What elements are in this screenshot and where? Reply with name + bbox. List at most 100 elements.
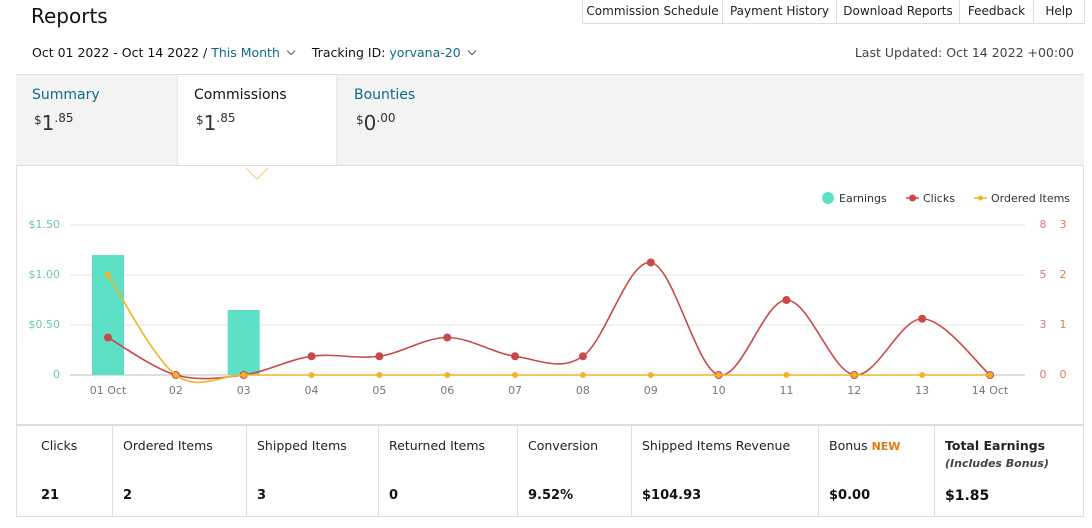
stat: Ordered Items 2 bbox=[113, 426, 247, 516]
point bbox=[579, 372, 586, 378]
tab[interactable]: Summary $1.85 bbox=[16, 75, 176, 167]
x-tick-label: 07 bbox=[508, 384, 522, 397]
x-tick-label: 08 bbox=[576, 384, 590, 397]
stat: Shipped Items Revenue $104.93 bbox=[632, 426, 819, 516]
tab-amount: $1.85 bbox=[196, 111, 235, 135]
x-tick-label: 12 bbox=[847, 384, 861, 397]
x-tick-label: 11 bbox=[779, 384, 793, 397]
legend-label: Earnings bbox=[839, 192, 887, 205]
stats-row: Clicks 21 Ordered Items 2 Shipped Items 3 R… bbox=[16, 425, 1084, 517]
stat-label: Conversion bbox=[528, 438, 599, 453]
point bbox=[308, 372, 315, 378]
point bbox=[104, 333, 112, 342]
date-range: Oct 01 2022 - Oct 14 2022 / bbox=[32, 45, 208, 60]
stat-value: 21 bbox=[41, 488, 60, 503]
stat-value: $104.93 bbox=[642, 488, 702, 503]
stat-label-text: Bonus bbox=[829, 438, 868, 453]
tick-label: 0 bbox=[53, 368, 60, 381]
stat-value: 9.52% bbox=[528, 488, 574, 503]
stat-label: Shipped Items Revenue bbox=[642, 438, 791, 453]
point bbox=[375, 352, 384, 361]
chart-frame bbox=[16, 165, 1084, 425]
nav-button[interactable]: Payment History bbox=[722, 0, 837, 24]
legend-swatch bbox=[822, 192, 834, 204]
bar bbox=[227, 310, 260, 375]
point bbox=[105, 272, 111, 278]
tick-label: $1.50 bbox=[29, 218, 61, 231]
x-tick-label: 04 bbox=[305, 384, 319, 397]
point bbox=[307, 352, 316, 361]
x-tick-label: 02 bbox=[169, 384, 183, 397]
tracking-label: Tracking ID: bbox=[311, 45, 386, 60]
legend-swatch bbox=[978, 195, 983, 201]
point bbox=[647, 372, 654, 378]
badge: NEW bbox=[871, 440, 901, 453]
point bbox=[240, 372, 247, 378]
tick-label: 1 bbox=[1060, 318, 1067, 331]
tick-label: 8 bbox=[1040, 218, 1047, 231]
tick-label: 0 bbox=[1040, 368, 1047, 381]
stat-value: 3 bbox=[257, 488, 267, 503]
whole: 0 bbox=[363, 111, 377, 135]
x-tick-label: 14 Oct bbox=[972, 384, 1009, 397]
stat-label: Shipped Items bbox=[257, 438, 347, 453]
point bbox=[511, 352, 520, 361]
currency: $ bbox=[196, 113, 204, 127]
tab-amount: $0.00 bbox=[356, 111, 395, 135]
point bbox=[578, 352, 587, 361]
point bbox=[172, 372, 179, 378]
tab-label: Summary bbox=[32, 87, 100, 103]
tab-pointer bbox=[245, 167, 269, 180]
stat-label: Returned Items bbox=[389, 438, 486, 453]
x-tick-label: 01 Oct bbox=[90, 384, 127, 397]
stat-value: 0 bbox=[389, 488, 399, 503]
period-select[interactable]: This Month bbox=[211, 45, 280, 60]
x-tick-label: 10 bbox=[712, 384, 726, 397]
tab-bar: Summary $1.85 Commissions $1.85 Bounties… bbox=[16, 74, 1084, 167]
x-tick-label: 13 bbox=[915, 384, 929, 397]
chevron bbox=[467, 46, 476, 56]
point bbox=[512, 372, 519, 378]
whole: 1 bbox=[41, 111, 55, 135]
legend-label: Ordered Items bbox=[991, 192, 1070, 205]
tab-active[interactable]: Commissions $1.85 bbox=[178, 75, 336, 167]
point bbox=[715, 372, 722, 378]
stat: Clicks 21 bbox=[17, 426, 113, 516]
stat-label: Total Earnings bbox=[945, 438, 1046, 453]
stat-value: $0.00 bbox=[829, 488, 871, 503]
point bbox=[376, 372, 383, 378]
stat: Total Earnings (Includes Bonus) $1.85 bbox=[935, 426, 1083, 516]
nav-button[interactable]: Help bbox=[1033, 0, 1085, 24]
x-tick-label: 06 bbox=[440, 384, 454, 397]
nav-button[interactable]: Download Reports bbox=[836, 0, 960, 24]
point bbox=[444, 372, 451, 378]
chevron bbox=[286, 46, 296, 56]
tick-label: 5 bbox=[1040, 268, 1047, 281]
nav-button[interactable]: Commission Schedule bbox=[582, 0, 723, 24]
tab[interactable]: Bounties $0.00 bbox=[338, 75, 498, 167]
stat-label: Clicks bbox=[41, 438, 78, 453]
fraction: .85 bbox=[216, 111, 236, 125]
stat: Returned Items 0 bbox=[379, 426, 518, 516]
filter-row: Oct 01 2022 - Oct 14 2022 / This Month T… bbox=[32, 45, 479, 60]
currency: $ bbox=[34, 113, 42, 127]
tick-label: $1.00 bbox=[29, 268, 61, 281]
x-tick-label: 05 bbox=[372, 384, 386, 397]
point bbox=[851, 372, 858, 378]
x-tick-label: 03 bbox=[237, 384, 251, 397]
currency: $ bbox=[356, 113, 364, 127]
stat-label: Ordered Items bbox=[123, 438, 213, 453]
last-updated: Last Updated: Oct 14 2022 +00:00 bbox=[854, 45, 1074, 60]
stat-value: 2 bbox=[123, 488, 133, 503]
tick-label: 2 bbox=[1060, 268, 1067, 281]
point bbox=[987, 372, 993, 378]
nav-button[interactable]: Feedback bbox=[959, 0, 1034, 24]
point bbox=[782, 296, 791, 304]
x-tick-label: 09 bbox=[644, 384, 658, 397]
legend-label: Clicks bbox=[923, 192, 955, 205]
point bbox=[443, 333, 452, 342]
point bbox=[646, 258, 655, 267]
tracking-select[interactable]: yorvana-20 bbox=[389, 45, 461, 60]
